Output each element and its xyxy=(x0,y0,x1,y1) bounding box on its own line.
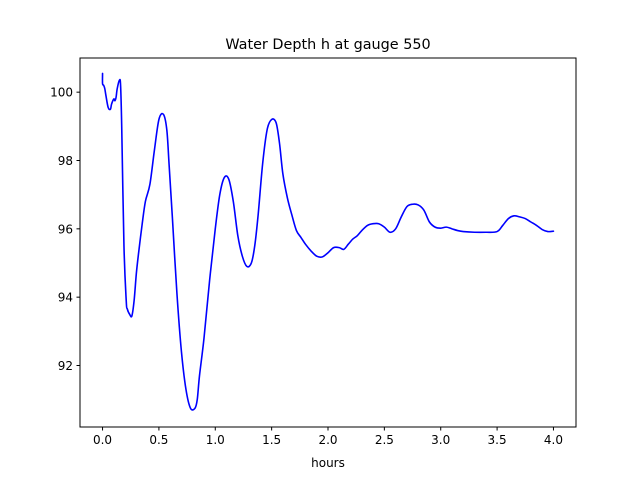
x-tick-label: 3.0 xyxy=(431,433,450,447)
x-tick-label: 1.5 xyxy=(262,433,281,447)
y-tick-label: 92 xyxy=(58,359,73,373)
y-tick-label: 94 xyxy=(58,291,73,305)
x-tick-label: 0.5 xyxy=(149,433,168,447)
series-line-0 xyxy=(101,72,555,411)
x-tick-label: 1.0 xyxy=(206,433,225,447)
chart-title: Water Depth h at gauge 550 xyxy=(225,37,430,53)
x-axis: 0.0 0.5 1.0 1.5 2.0 2.5 3.0 3.5 4.0 xyxy=(93,427,563,447)
x-axis-label: hours xyxy=(311,456,345,470)
series-group xyxy=(101,72,555,411)
x-tick-label: 0.0 xyxy=(93,433,112,447)
y-tick-label: 100 xyxy=(50,86,73,100)
x-tick-label: 3.5 xyxy=(488,433,507,447)
x-tick-label: 2.0 xyxy=(318,433,337,447)
x-tick-label: 2.5 xyxy=(375,433,394,447)
y-axis: 92 94 96 98 100 xyxy=(50,86,80,373)
y-tick-label: 98 xyxy=(58,154,73,168)
x-tick-label: 4.0 xyxy=(544,433,563,447)
y-tick-label: 96 xyxy=(58,222,73,236)
